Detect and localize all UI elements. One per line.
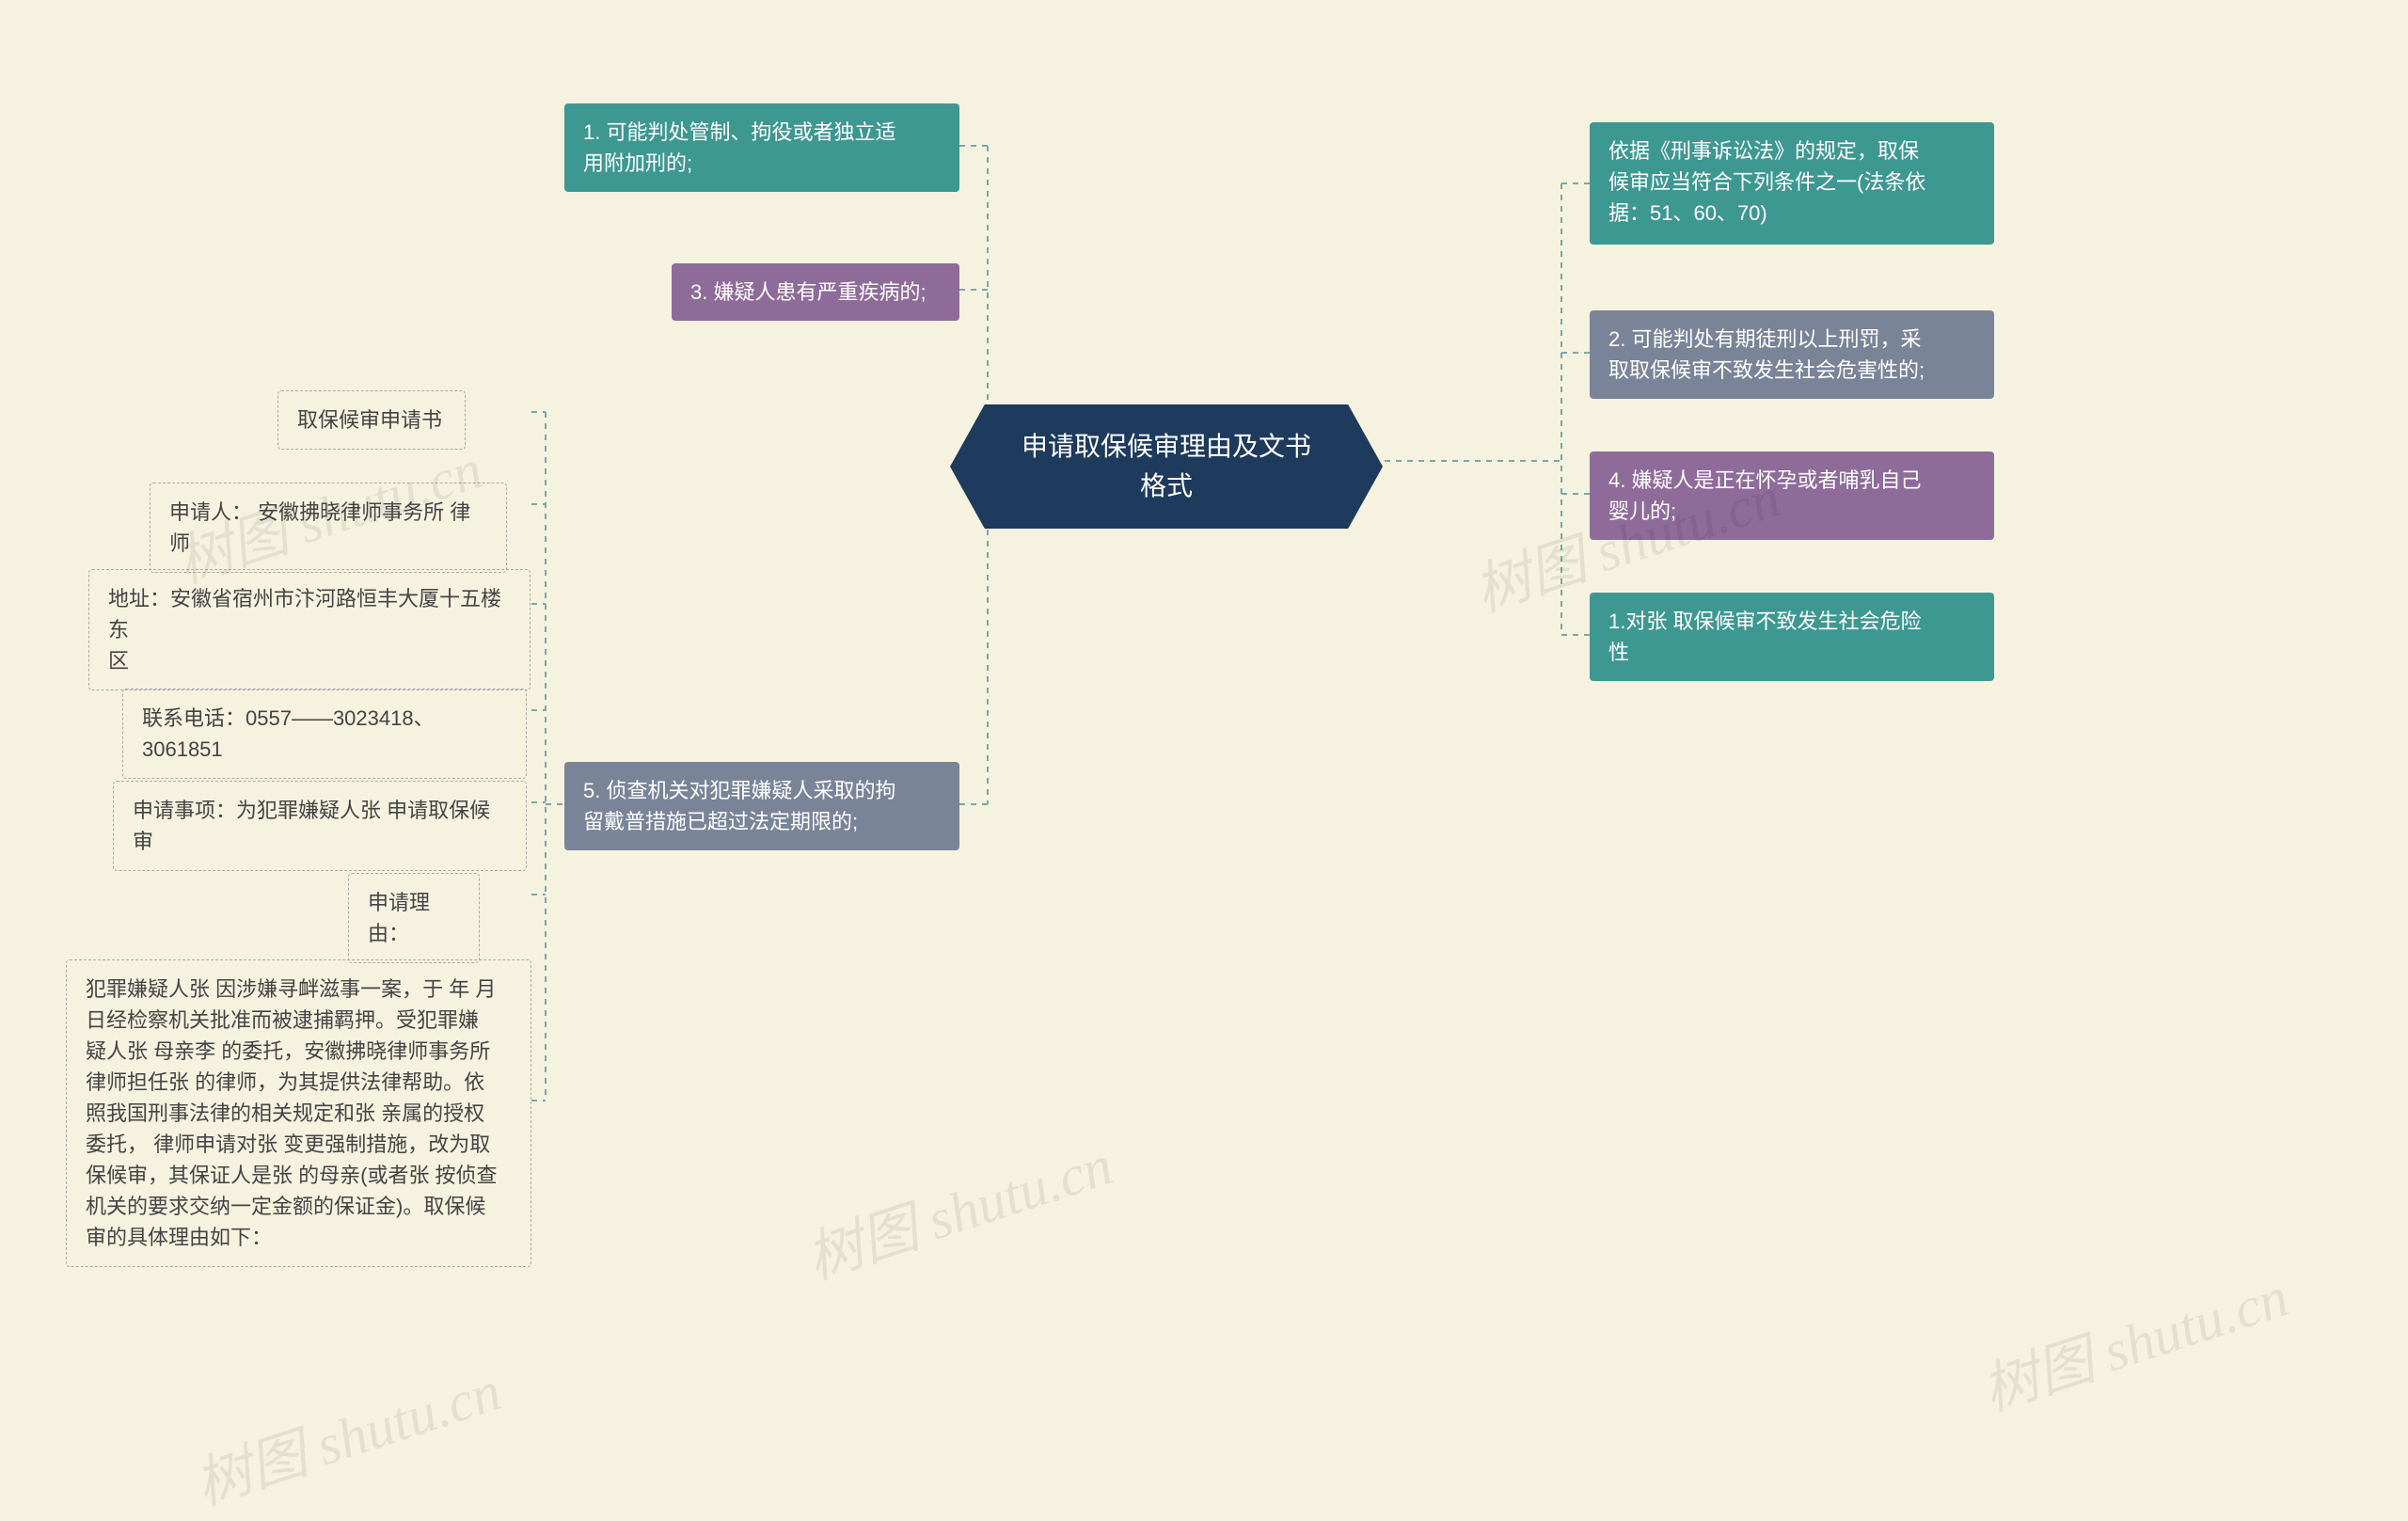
r1: 1.对张 取保候审不致发生社会危险性 — [1590, 593, 1994, 681]
l1: 1. 可能判处管制、拘役或者独立适用附加刑的; — [564, 103, 959, 192]
s2: 申请人： 安徽拂晓律师事务所 律师 — [150, 483, 507, 573]
s1: 取保候审申请书 — [277, 390, 466, 450]
r2: 2. 可能判处有期徒刑以上刑罚，采取取保候审不致发生社会危害性的; — [1590, 310, 1994, 399]
l5: 5. 侦查机关对犯罪嫌疑人采取的拘留戴普措施已超过法定期限的; — [564, 762, 959, 850]
watermark: 树图 shutu.cn — [1971, 1251, 2297, 1427]
center-node: 申请取保候审理由及文书格式 — [950, 404, 1383, 529]
r0: 依据《刑事诉讼法》的规定，取保候审应当符合下列条件之一(法条依据：51、60、7… — [1590, 122, 1994, 245]
s6: 申请理由： — [348, 873, 480, 963]
watermark: 树图 shutu.cn — [795, 1119, 1121, 1295]
s4: 联系电话：0557——3023418、3061851 — [122, 689, 527, 779]
l3: 3. 嫌疑人患有严重疾病的; — [672, 263, 959, 321]
s3: 地址：安徽省宿州市汴河路恒丰大厦十五楼东区 — [88, 569, 531, 690]
watermark: 树图 shutu.cn — [183, 1345, 510, 1521]
s7: 犯罪嫌疑人张 因涉嫌寻衅滋事一案，于 年 月 日经检察机关批准而被逮捕羁押。受犯… — [66, 959, 531, 1267]
s5: 申请事项：为犯罪嫌疑人张 申请取保候审 — [113, 781, 527, 871]
r4: 4. 嫌疑人是正在怀孕或者哺乳自己婴儿的; — [1590, 452, 1994, 540]
